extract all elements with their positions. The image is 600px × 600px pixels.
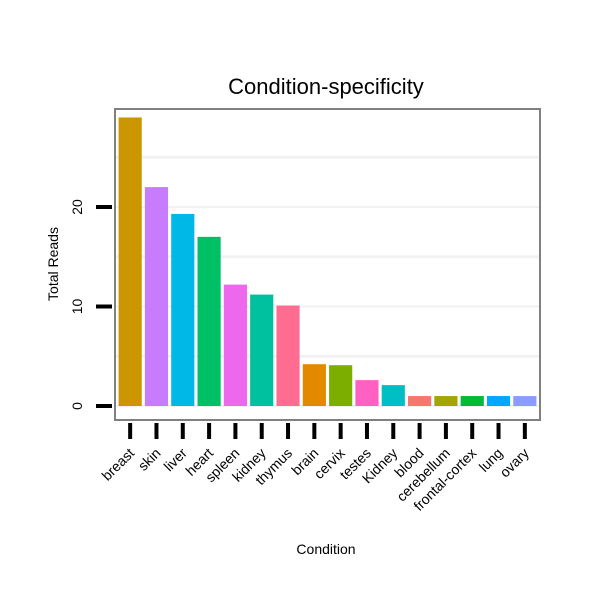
y-axis-label: Total Reads <box>45 227 61 301</box>
bar-spleen <box>223 284 247 406</box>
bar-heart <box>197 236 221 406</box>
bar-cerebellum <box>434 396 458 406</box>
y-axis-ticks: 0 10 20 <box>69 199 112 410</box>
plot-border <box>114 108 541 421</box>
bar-Kidney <box>381 385 405 406</box>
y-tick-label: 20 <box>69 199 85 215</box>
bar-blood <box>408 396 432 406</box>
chart-title: Condition-specificity <box>228 74 424 99</box>
bar-liver <box>171 213 195 406</box>
bar-thymus <box>276 305 300 406</box>
bar-cervix <box>329 365 353 406</box>
bar-breast <box>118 117 142 406</box>
bar-brain <box>302 364 326 406</box>
bars <box>118 117 537 406</box>
bar-frontal-cortex <box>460 396 484 406</box>
bar-skin <box>144 187 169 406</box>
bar-kidney <box>250 294 274 406</box>
bar-testes <box>355 380 379 406</box>
y-tick-label: 10 <box>69 299 85 315</box>
bar-lung <box>486 396 511 406</box>
y-tick-label: 0 <box>69 402 85 410</box>
bar-ovary <box>513 396 537 406</box>
x-axis-label: Condition <box>296 541 355 557</box>
